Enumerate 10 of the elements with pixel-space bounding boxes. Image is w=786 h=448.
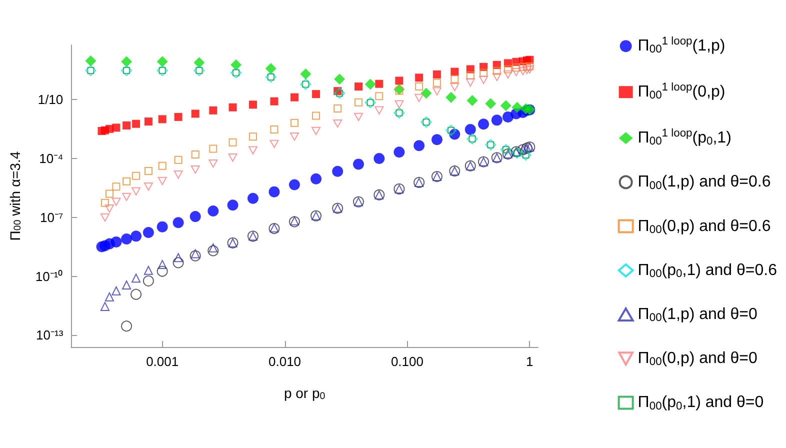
x-tick-label: 0.001 — [146, 354, 179, 369]
y-axis-title: Π00 with α=3.4 — [7, 151, 24, 241]
y-tick-label: 10⁻¹⁰ — [35, 268, 64, 284]
x-tick-label: 1 — [526, 354, 534, 369]
x-tick-label: 0.010 — [268, 354, 302, 369]
x-tick-label: 0.100 — [390, 354, 424, 369]
y-tick-label: 10⁻⁴ — [39, 150, 64, 166]
y-tick-label: 10⁻⁷ — [40, 210, 64, 225]
y-tick-label: 10⁻¹³ — [36, 328, 64, 343]
y-tick-label: 1/10 — [38, 92, 64, 108]
